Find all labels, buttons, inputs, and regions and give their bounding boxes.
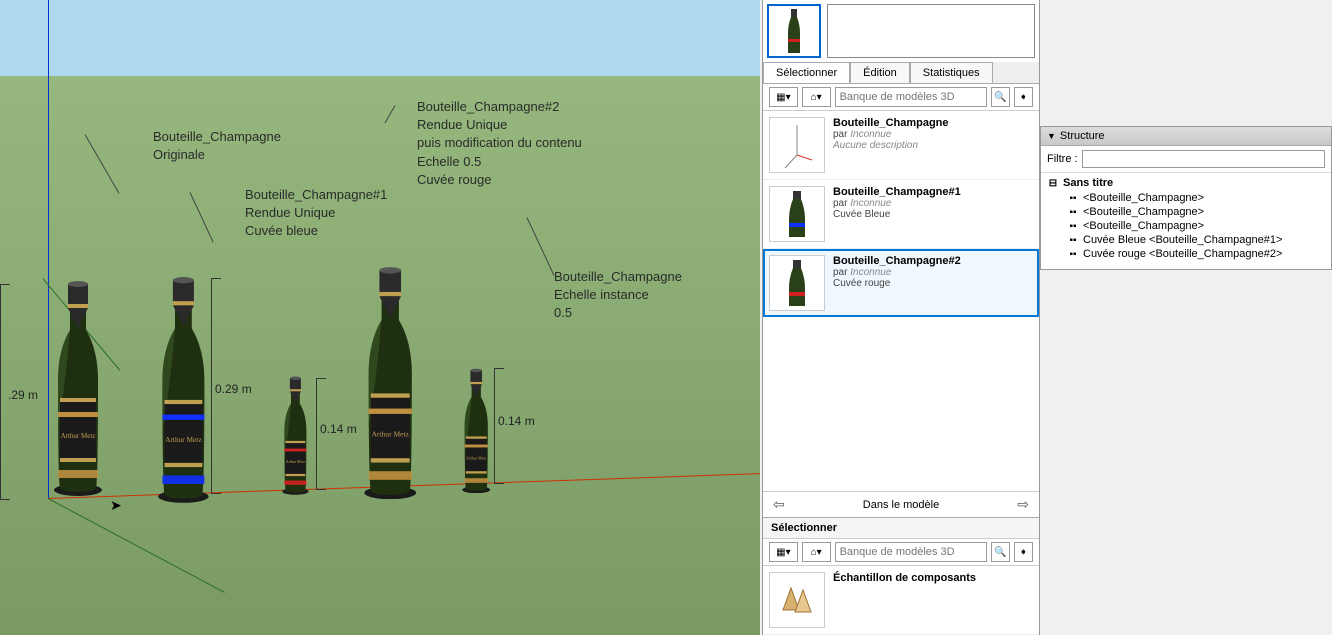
outliner-filter-row: Filtre :: [1041, 146, 1331, 173]
component-description: Cuvée Bleue: [833, 209, 1033, 220]
collapse-icon[interactable]: ▼: [1047, 131, 1056, 141]
component-description: Aucune description: [833, 140, 1033, 151]
home-button[interactable]: ⌂▾: [802, 87, 831, 107]
nav-back-icon[interactable]: ⇦: [773, 496, 785, 513]
tree-item[interactable]: ▪▪ <Bouteille_Champagne>: [1047, 191, 1325, 205]
axis-z: [48, 0, 49, 498]
in-model-label: Dans le modèle: [863, 499, 939, 511]
component-list-item[interactable]: Bouteille_Champagne par Inconnue Aucune …: [763, 111, 1039, 180]
root-label: Sans titre: [1063, 177, 1113, 189]
svg-text:Arthur Metz: Arthur Metz: [371, 430, 409, 439]
svg-text:Arthur Metz: Arthur Metz: [165, 435, 202, 444]
tree-item[interactable]: ▪▪ <Bouteille_Champagne>: [1047, 219, 1325, 233]
component-name: Bouteille_Champagne: [833, 117, 1033, 129]
outliner-header[interactable]: ▼ Structure: [1041, 127, 1331, 146]
component-thumb: [769, 117, 825, 173]
component-icon: ▪▪: [1067, 248, 1079, 260]
tab-select[interactable]: Sélectionner: [763, 62, 850, 83]
annotation-text: Bouteille_ChampagneEchelle instance0.5: [554, 268, 682, 323]
cursor-arrow-icon: ➤: [110, 497, 122, 514]
home-button-2[interactable]: ⌂▾: [802, 542, 831, 562]
select-toolbar: ▦▾ ⌂▾ 🔍 ➧: [763, 539, 1039, 566]
tree-item-label: <Bouteille_Champagne>: [1083, 206, 1204, 218]
annotation-text: Bouteille_Champagne#2Rendue Uniquepuis m…: [417, 98, 582, 189]
filter-input[interactable]: [1082, 150, 1325, 168]
dimension-label: 0.29 m: [215, 382, 252, 396]
search-input[interactable]: [835, 87, 987, 107]
tree-item-label: <Bouteille_Champagne>: [1083, 220, 1204, 232]
viewport-3d[interactable]: ➤ Bouteille_ChampagneOriginale Bouteille_…: [0, 0, 760, 635]
annotation-text: Bouteille_ChampagneOriginale: [153, 128, 281, 164]
component-icon: ▪▪: [1067, 234, 1079, 246]
bottle-model[interactable]: Arthur Metz: [360, 266, 420, 499]
sample-components-item[interactable]: Échantillon de composants: [763, 566, 1039, 635]
dimension-label: .29 m: [8, 388, 38, 402]
component-preview-row: [763, 0, 1039, 62]
view-mode-button-2[interactable]: ▦▾: [769, 542, 798, 562]
dimension-label: 0.14 m: [498, 414, 535, 428]
leader-line: [190, 192, 214, 242]
svg-text:Arthur Metz: Arthur Metz: [466, 456, 486, 461]
bottle-model[interactable]: Arthur Metz: [280, 376, 311, 495]
component-name: Bouteille_Champagne#2: [833, 255, 1033, 267]
component-icon: ▪▪: [1067, 192, 1079, 204]
component-author: par Inconnue: [833, 267, 1033, 278]
tree-root[interactable]: ⊟ Sans titre: [1047, 177, 1325, 189]
component-icon: ▪▪: [1067, 206, 1079, 218]
view-mode-button[interactable]: ▦▾: [769, 87, 798, 107]
bottle-icon: [784, 9, 804, 53]
leader-line: [385, 105, 396, 123]
minus-icon[interactable]: ⊟: [1047, 177, 1059, 189]
tab-edit[interactable]: Édition: [850, 62, 910, 83]
tree-item[interactable]: ▪▪ Cuvée rouge <Bouteille_Champagne#2>: [1047, 247, 1325, 261]
component-preview-large: [827, 4, 1035, 58]
component-list-item[interactable]: Bouteille_Champagne#2 par Inconnue Cuvée…: [763, 249, 1039, 317]
folder-icon: [769, 572, 825, 628]
outliner-title: Structure: [1060, 130, 1105, 142]
in-model-nav: ⇦ Dans le modèle ⇨: [763, 491, 1039, 517]
component-preview-thumb[interactable]: [767, 4, 821, 58]
tree-item-label: Cuvée Bleue <Bouteille_Champagne#1>: [1083, 234, 1282, 246]
tree-item-label: Cuvée rouge <Bouteille_Champagne#2>: [1083, 248, 1282, 260]
outliner-panel: ▼ Structure Filtre : ⊟ Sans titre ▪▪ <Bou…: [1040, 126, 1332, 270]
select-section-header: Sélectionner: [763, 518, 1039, 539]
components-panel: Sélectionner Édition Statistiques ▦▾ ⌂▾ …: [762, 0, 1040, 635]
component-list-item[interactable]: Bouteille_Champagne#1 par Inconnue Cuvée…: [763, 180, 1039, 249]
search-button-2[interactable]: 🔍: [991, 542, 1010, 562]
select-section: Sélectionner ▦▾ ⌂▾ 🔍 ➧ Échantillon de co…: [763, 517, 1039, 635]
component-icon: ▪▪: [1067, 220, 1079, 232]
sample-label: Échantillon de composants: [833, 572, 1033, 584]
bottle-model[interactable]: Arthur Metz: [50, 280, 106, 496]
search-input-2[interactable]: [835, 542, 987, 562]
bottle-model[interactable]: Arthur Metz: [154, 276, 213, 503]
component-author: par Inconnue: [833, 129, 1033, 140]
search-button[interactable]: 🔍: [991, 87, 1010, 107]
outliner-tree[interactable]: ⊟ Sans titre ▪▪ <Bouteille_Champagne> ▪▪ <B…: [1041, 173, 1331, 269]
tree-item-label: <Bouteille_Champagne>: [1083, 192, 1204, 204]
filter-label: Filtre :: [1047, 153, 1078, 165]
annotation-text: Bouteille_Champagne#1Rendue UniqueCuvée …: [245, 186, 387, 241]
component-list[interactable]: Bouteille_Champagne par Inconnue Aucune …: [763, 111, 1039, 491]
svg-text:Arthur Metz: Arthur Metz: [61, 432, 96, 440]
component-author: par Inconnue: [833, 198, 1033, 209]
component-thumb: [769, 255, 825, 311]
leader-line: [526, 217, 554, 275]
tab-stats[interactable]: Statistiques: [910, 62, 993, 83]
component-description: Cuvée rouge: [833, 278, 1033, 289]
component-name: Bouteille_Champagne#1: [833, 186, 1033, 198]
axis-y-back: [48, 498, 225, 593]
go-button[interactable]: ➧: [1014, 87, 1033, 107]
dimension-label: 0.14 m: [320, 422, 357, 436]
leader-line: [85, 134, 120, 193]
component-toolbar: ▦▾ ⌂▾ 🔍 ➧: [763, 84, 1039, 111]
go-button-2[interactable]: ➧: [1014, 542, 1033, 562]
component-thumb: [769, 186, 825, 242]
tree-item[interactable]: ▪▪ <Bouteille_Champagne>: [1047, 205, 1325, 219]
svg-text:Arthur Metz: Arthur Metz: [286, 460, 305, 464]
tree-item[interactable]: ▪▪ Cuvée Bleue <Bouteille_Champagne#1>: [1047, 233, 1325, 247]
nav-forward-icon[interactable]: ⇨: [1017, 496, 1029, 513]
component-tabs: Sélectionner Édition Statistiques: [763, 62, 1039, 84]
bottle-model[interactable]: Arthur Metz: [460, 368, 492, 493]
